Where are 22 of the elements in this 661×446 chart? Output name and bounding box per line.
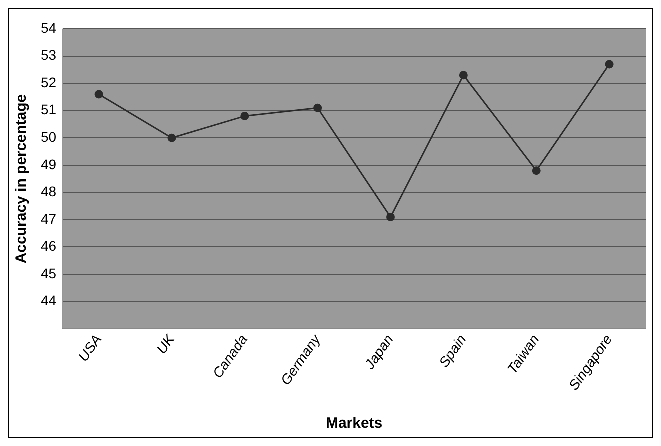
point <box>605 60 614 69</box>
y-tick-label: 51 <box>40 102 57 118</box>
y-tick-label: 52 <box>40 74 57 90</box>
point <box>94 90 104 99</box>
x-axis-title: Markets <box>326 415 383 432</box>
point <box>240 112 250 121</box>
x-tick-label: UK <box>153 331 178 357</box>
point <box>314 104 322 112</box>
y-tick-label: 46 <box>40 238 57 254</box>
y-tick-label: 50 <box>40 128 57 145</box>
point <box>532 166 541 176</box>
point <box>168 134 176 142</box>
point <box>386 212 395 222</box>
y-tick-label: 45 <box>40 265 57 282</box>
y-tick-label: 48 <box>40 184 57 200</box>
y-tick-label: 53 <box>40 47 57 64</box>
y-tick-label: 54 <box>40 20 57 36</box>
point <box>459 71 468 80</box>
y-tick-label: 44 <box>40 292 57 309</box>
y-tick-label: 47 <box>40 210 57 227</box>
y-axis-title: Accuracy in percentage <box>13 94 30 264</box>
y-tick-label: 49 <box>40 156 57 172</box>
